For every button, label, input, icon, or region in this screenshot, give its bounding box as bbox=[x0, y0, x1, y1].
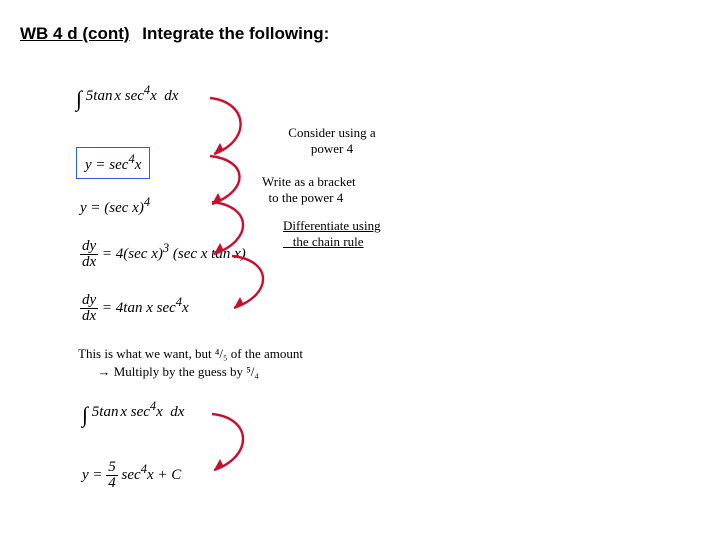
eq-line4: dydx = 4tan x sec4x bbox=[80, 293, 189, 324]
annotation-2: Write as a bracket to the power 4 bbox=[262, 174, 422, 207]
conclusion-text: This is what we want, but ⁴/₅ of the amo… bbox=[78, 345, 303, 381]
annotation-3: Differentiate using the chain rule bbox=[283, 218, 453, 251]
eq-final-den: 4 bbox=[106, 476, 118, 491]
arrow-4 bbox=[220, 252, 290, 314]
annotation-1: Consider using apower 4 bbox=[262, 125, 402, 158]
arrow-5 bbox=[200, 408, 270, 478]
eq-boxed: y = sec4x bbox=[76, 147, 150, 179]
page-title: WB 4 d (cont) Integrate the following: bbox=[20, 24, 329, 44]
eq-line4-num: dy bbox=[80, 293, 98, 309]
eq-final-num: 5 bbox=[106, 460, 118, 476]
eq-line3-den: dx bbox=[80, 255, 98, 270]
eq-integral-2: ∫ 5tan x sec4x dx bbox=[82, 399, 184, 428]
conclusion-line2: → Multiply by the guess by ⁵/₄ bbox=[98, 364, 259, 379]
arrow-3 bbox=[200, 198, 270, 260]
title-heading: WB 4 d (cont) bbox=[20, 24, 130, 43]
eq-line4-den: dx bbox=[80, 309, 98, 324]
eq-final: y = 54 sec4x + C bbox=[82, 460, 181, 491]
eq-line3-num: dy bbox=[80, 239, 98, 255]
title-subheading: Integrate the following: bbox=[142, 24, 329, 43]
eq-line2: y = (sec x)4 bbox=[80, 195, 150, 217]
eq-integral-1: ∫∫ 5tan x sec⁴x dx 5tan x sec4x dx bbox=[76, 83, 178, 112]
conclusion-line1: This is what we want, but ⁴/₅ of the amo… bbox=[78, 346, 303, 361]
